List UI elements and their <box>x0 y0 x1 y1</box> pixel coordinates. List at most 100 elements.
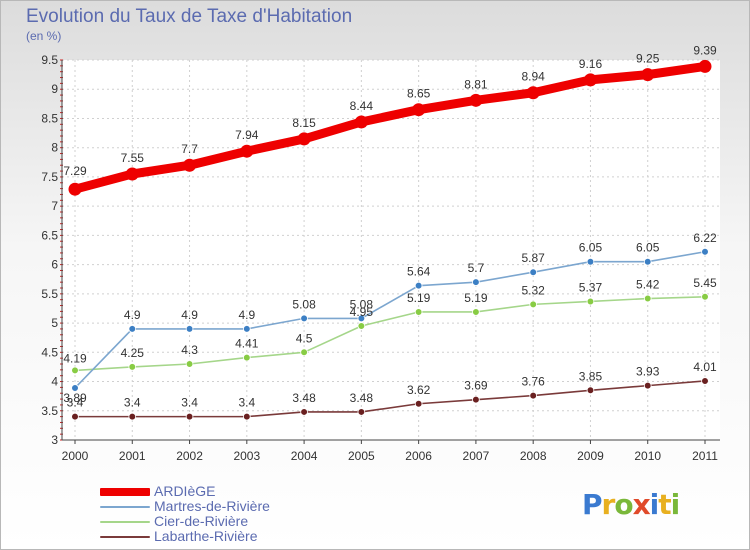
data-point-3 <box>643 381 652 390</box>
data-label-3: 3.48 <box>292 391 316 405</box>
data-point-0 <box>354 115 368 129</box>
data-label-1: 4.9 <box>124 308 141 322</box>
data-point-0 <box>641 68 655 82</box>
data-label-2: 4.95 <box>350 305 374 319</box>
legend-label: Labarthe-Rivière <box>154 528 258 544</box>
x-tick-label: 2007 <box>463 449 490 463</box>
data-point-3 <box>71 412 79 421</box>
data-point-3 <box>185 412 194 421</box>
x-tick-label: 2001 <box>119 449 146 463</box>
chart-title: Evolution du Taux de Taxe d'Habitation <box>26 6 353 27</box>
data-label-3: 3.76 <box>522 375 546 389</box>
y-tick-label: 9 <box>51 82 58 96</box>
legend-label: ARDIèGE <box>154 483 216 499</box>
series-line-2 <box>74 295 706 372</box>
data-point-1 <box>701 247 709 256</box>
x-tick-label: 2005 <box>348 449 375 463</box>
y-tick-label: 8 <box>51 141 58 155</box>
data-label-1: 5.87 <box>522 251 546 265</box>
y-tick-label: 3 <box>51 433 58 447</box>
data-label-1: 4.9 <box>238 308 255 322</box>
data-point-0 <box>526 86 540 100</box>
data-point-2 <box>185 360 194 368</box>
data-label-0: 7.7 <box>181 142 198 156</box>
y-tick-label: 4 <box>51 375 58 389</box>
data-point-3 <box>701 377 709 385</box>
data-label-0: 8.81 <box>464 77 488 91</box>
data-point-2 <box>357 322 366 330</box>
data-label-2: 4.5 <box>296 331 313 345</box>
data-label-3: 3.4 <box>238 396 255 410</box>
data-point-1 <box>586 257 595 266</box>
data-label-0: 8.15 <box>292 116 316 130</box>
y-tick-label: 7 <box>51 199 58 213</box>
legend-item: Cier-de-Rivière <box>100 514 330 529</box>
data-label-3: 3.4 <box>67 396 84 410</box>
data-point-1 <box>529 268 537 277</box>
data-label-2: 5.19 <box>464 291 488 305</box>
x-tick-label: 2009 <box>577 449 604 463</box>
x-tick-label: 2002 <box>176 449 203 463</box>
data-point-1 <box>472 278 480 286</box>
data-point-2 <box>586 297 595 306</box>
legend-item: ARDIèGE <box>100 484 330 499</box>
data-point-3 <box>586 386 595 395</box>
data-point-3 <box>128 412 137 421</box>
data-label-2: 5.42 <box>636 278 660 292</box>
data-label-2: 4.41 <box>235 337 259 351</box>
data-label-0: 8.44 <box>350 99 374 113</box>
data-label-0: 7.29 <box>63 164 87 178</box>
data-point-2 <box>71 366 79 375</box>
y-tick-label: 6.5 <box>41 228 58 242</box>
data-label-2: 4.3 <box>181 343 198 357</box>
data-point-1 <box>243 325 251 333</box>
data-label-1: 6.22 <box>693 231 717 245</box>
data-point-0 <box>68 182 82 196</box>
data-label-0: 9.25 <box>636 52 660 66</box>
x-tick-label: 2011 <box>692 449 718 463</box>
data-point-0 <box>469 93 483 107</box>
data-point-3 <box>243 412 251 421</box>
data-point-0 <box>698 59 712 73</box>
data-point-3 <box>300 408 308 416</box>
y-tick-label: 9.5 <box>41 53 58 67</box>
data-point-2 <box>643 294 652 303</box>
x-tick-label: 2000 <box>62 449 89 463</box>
data-point-0 <box>125 167 139 181</box>
data-point-0 <box>583 73 597 87</box>
data-point-0 <box>240 144 254 158</box>
data-point-0 <box>412 103 426 117</box>
data-label-3: 4.01 <box>693 360 717 374</box>
data-point-1 <box>128 325 137 333</box>
data-label-2: 5.45 <box>693 276 717 290</box>
data-label-0: 9.39 <box>693 43 717 57</box>
y-tick-label: 3.5 <box>41 404 58 418</box>
data-point-2 <box>128 363 137 371</box>
x-tick-label: 2010 <box>634 449 661 463</box>
data-point-2 <box>243 353 251 362</box>
x-tick-label: 2004 <box>291 449 318 463</box>
data-point-1 <box>357 314 366 323</box>
data-label-3: 3.85 <box>579 369 603 383</box>
data-label-1: 4.9 <box>181 308 198 322</box>
data-point-2 <box>414 308 423 316</box>
data-label-3: 3.4 <box>181 396 198 410</box>
data-label-1: 6.05 <box>636 241 660 255</box>
data-point-3 <box>357 408 366 416</box>
data-point-0 <box>183 158 197 172</box>
data-label-0: 8.94 <box>522 70 546 84</box>
data-label-1: 3.89 <box>63 391 87 405</box>
legend-label: Martres-de-Rivière <box>154 498 270 514</box>
data-label-3: 3.93 <box>636 365 660 379</box>
data-point-1 <box>300 314 308 323</box>
proxiti-logo: Proxiti <box>582 488 680 521</box>
data-label-3: 3.62 <box>407 383 431 397</box>
data-point-3 <box>472 395 480 404</box>
data-point-2 <box>701 292 709 301</box>
chart-unit-label: (en %) <box>26 29 62 43</box>
data-label-2: 4.19 <box>63 351 87 365</box>
legend-swatch <box>100 521 150 523</box>
y-tick-label: 7.5 <box>41 170 58 184</box>
data-point-1 <box>185 325 194 333</box>
